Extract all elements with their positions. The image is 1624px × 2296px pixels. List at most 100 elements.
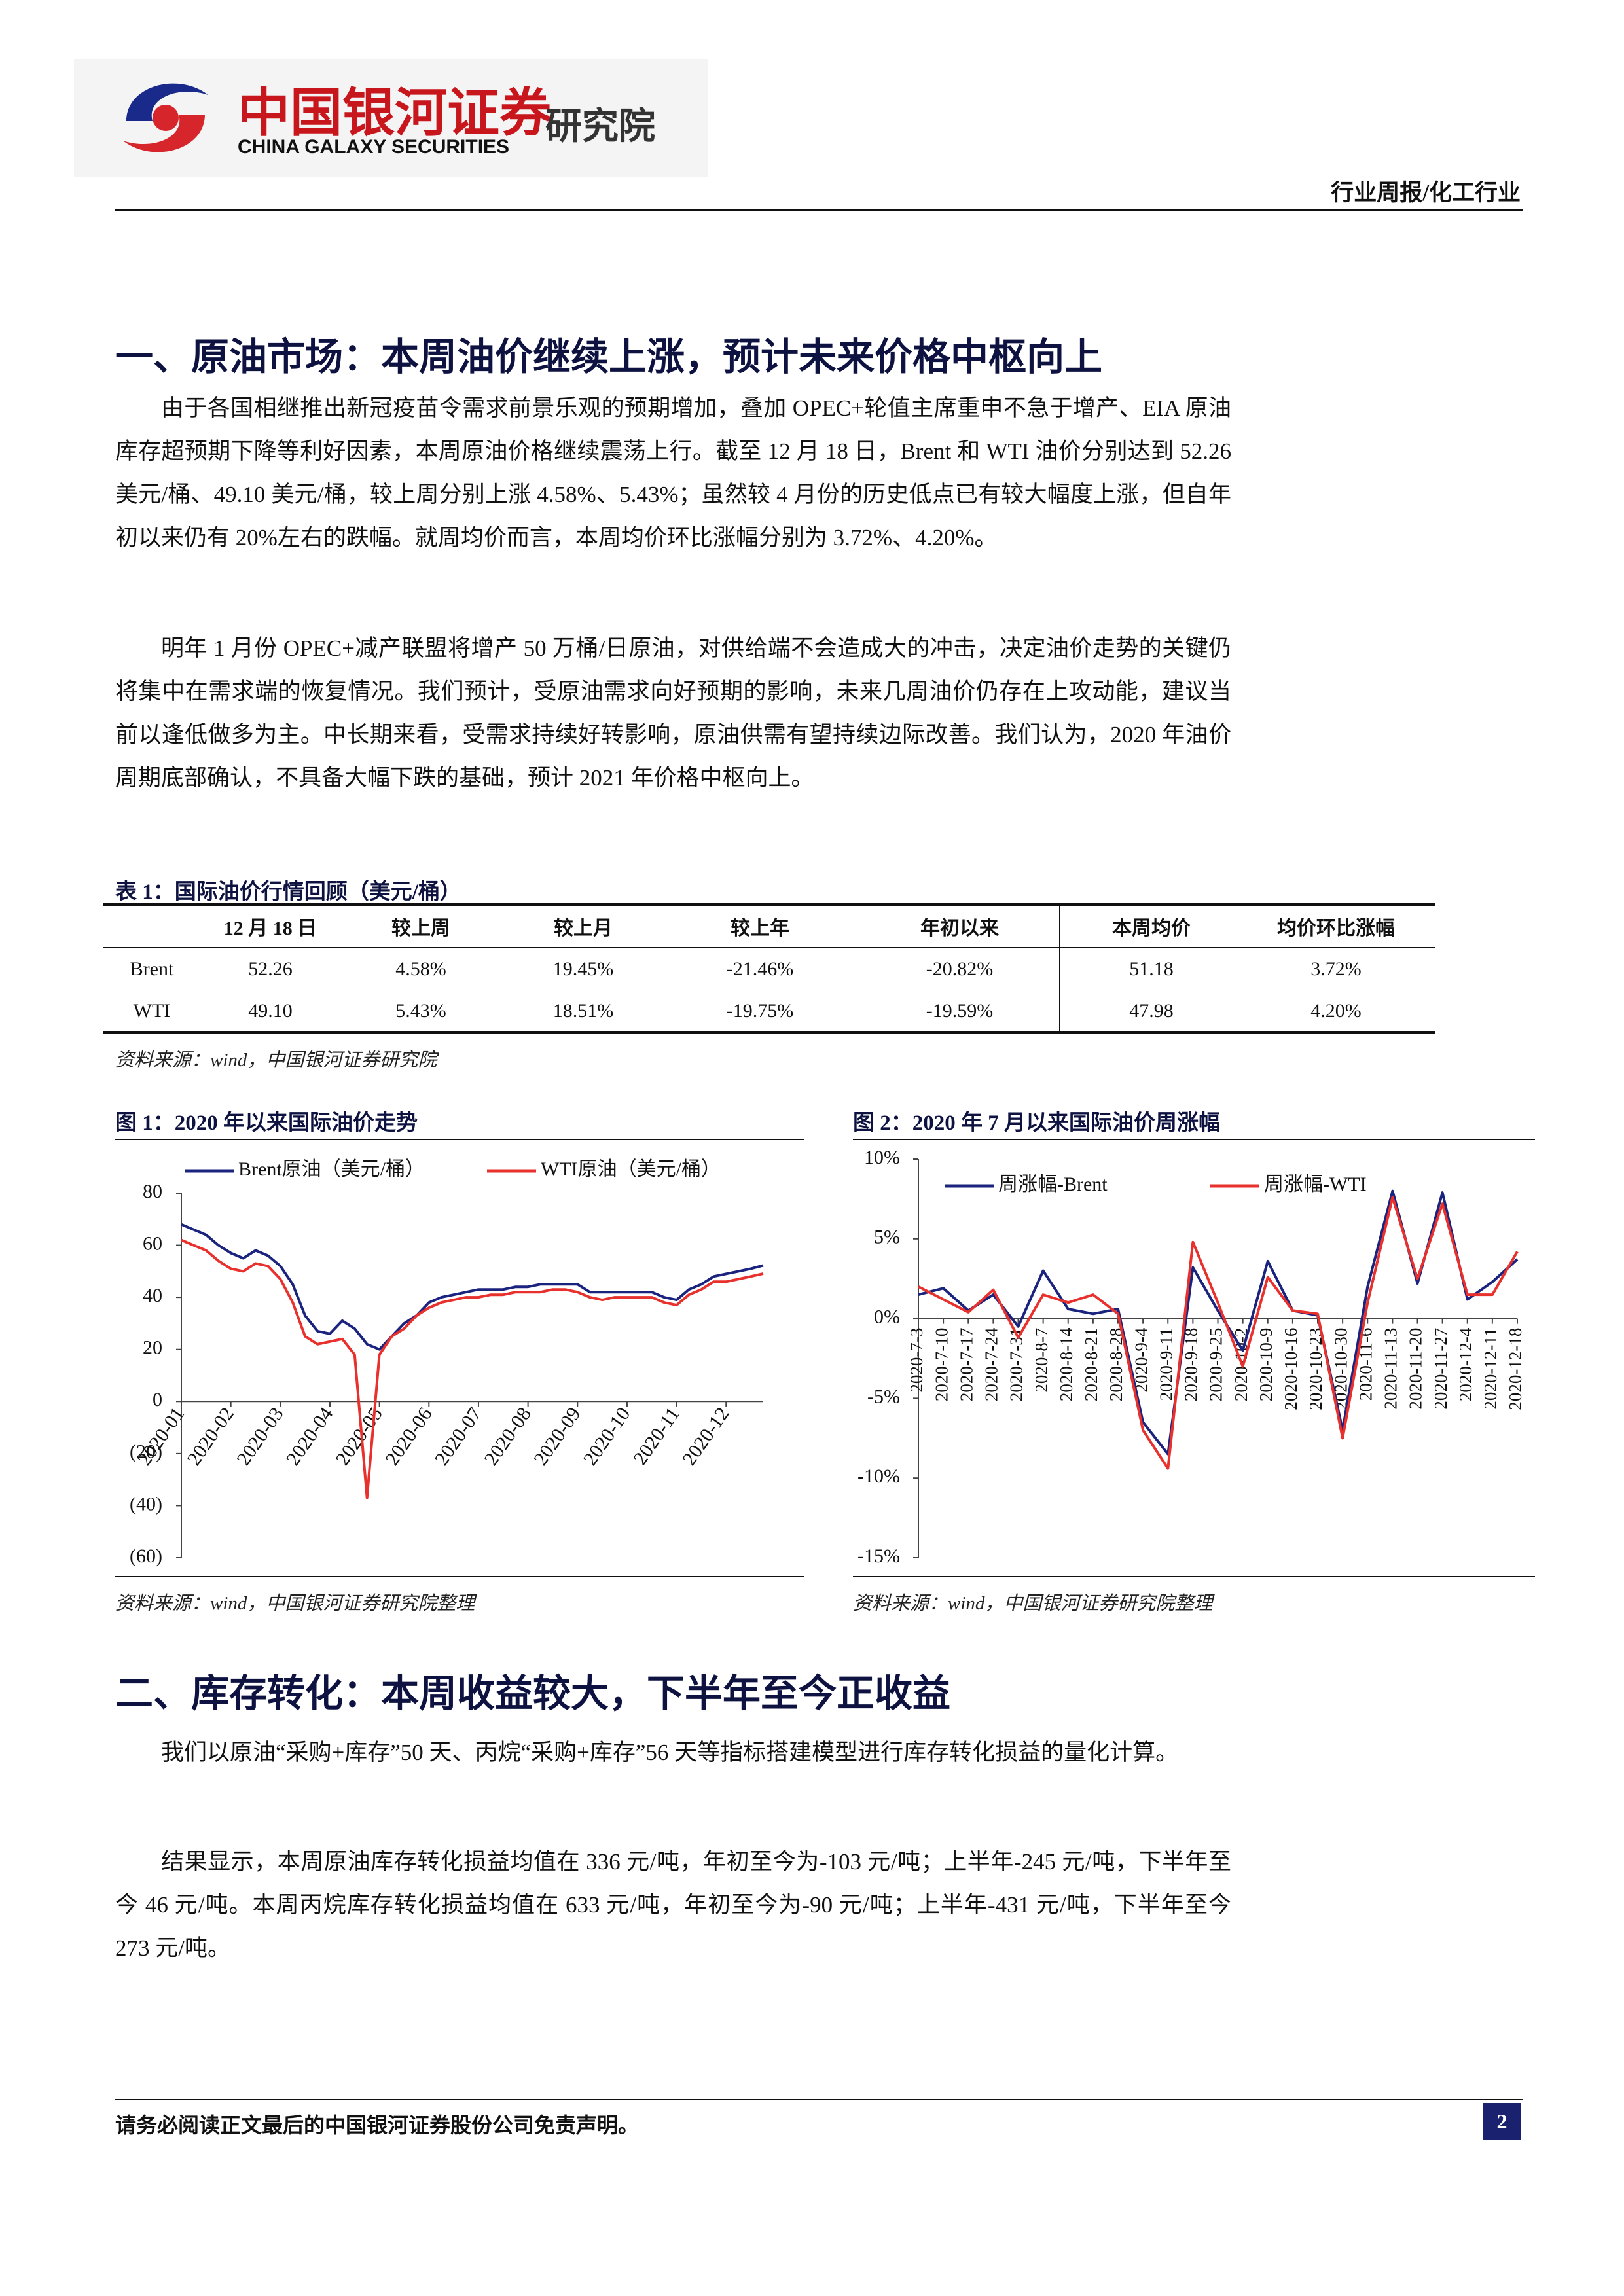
table-divider <box>1059 905 1060 1033</box>
table-source: 资料来源：wind，中国银河证券研究院 <box>115 1050 437 1071</box>
paragraph: 由于各国相继推出新冠疫苗令需求前景乐观的预期增加，叠加 OPEC+轮值主席重申不… <box>115 395 1231 550</box>
figure-source: 资料来源：wind，中国银河证券研究院整理 <box>115 1593 475 1614</box>
table-header: 较上周 <box>391 918 450 939</box>
x-tick-label: 2020-7-3 <box>907 1328 926 1393</box>
paragraph: 明年 1 月份 OPEC+减产联盟将增产 50 万桶/日原油，对供给端不会造成大… <box>115 636 1231 791</box>
line-series <box>181 1223 764 1351</box>
table-cell: 47.98 <box>1129 1000 1174 1022</box>
figure-rule <box>853 1576 1535 1577</box>
table-cell: -20.82% <box>926 958 994 980</box>
x-tick-label: 2020-8-21 <box>1081 1328 1101 1401</box>
table-cell: 49.10 <box>248 1000 293 1022</box>
x-tick-label: 2020-9-25 <box>1206 1328 1226 1401</box>
logo-suffix: 研究院 <box>545 105 655 148</box>
y-tick-label: (40) <box>130 1493 162 1515</box>
y-tick-label: -5% <box>867 1386 900 1407</box>
x-tick-label: 2020-7-31 <box>1007 1328 1026 1401</box>
legend-label: 周涨幅-WTI <box>1264 1174 1367 1195</box>
x-tick-label: 2020-04 <box>282 1403 337 1469</box>
x-tick-label: 2020-10-9 <box>1256 1328 1276 1401</box>
x-tick-label: 2020-11-20 <box>1406 1328 1426 1410</box>
x-tick-label: 2020-7-24 <box>982 1327 1001 1401</box>
table-cell: 3.72% <box>1310 958 1362 980</box>
header-rule <box>115 209 1523 211</box>
table-cell: 51.18 <box>1129 958 1174 980</box>
x-tick-label: 2020-12-11 <box>1481 1328 1500 1410</box>
logo-box: 中国银河证券 CHINA GALAXY SECURITIES 研究院 <box>74 59 708 177</box>
x-tick-label: 2020-06 <box>381 1403 436 1469</box>
x-tick-label: 2020-12-4 <box>1456 1327 1475 1401</box>
paragraph: 结果显示，本周原油库存转化损益均值在 336 元/吨，年初至今为-103 元/吨… <box>115 1849 1231 1961</box>
x-tick-label: 2020-02 <box>183 1403 238 1469</box>
table-cell: 52.26 <box>248 958 293 980</box>
table-header: 12 月 18 日 <box>223 918 317 939</box>
footer-rule <box>115 2099 1523 2100</box>
legend-label: 周涨幅-Brent <box>998 1174 1108 1195</box>
disclaimer: 请务必阅读正文最后的中国银河证券股份公司免责声明。 <box>115 2113 640 2137</box>
logo-icon <box>123 83 208 152</box>
report-category: 行业周报/化工行业 <box>1331 180 1521 206</box>
section-title: 一、原油市场：本周油价继续上涨，预计未来价格中枢向上 <box>115 336 1103 378</box>
section-title: 二、库存转化：本周收益较大，下半年至今正收益 <box>115 1672 951 1715</box>
y-tick-label: 0% <box>874 1306 900 1327</box>
page-number: 2 <box>1483 2103 1521 2140</box>
x-tick-label: 2020-11-27 <box>1431 1328 1451 1410</box>
y-tick-label: 60 <box>143 1232 162 1254</box>
y-tick-label: 80 <box>143 1181 162 1202</box>
legend-label: WTI原油（美元/桶） <box>541 1158 721 1180</box>
legend-label: Brent原油（美元/桶） <box>238 1158 425 1180</box>
x-tick-label: 2020-8-7 <box>1032 1328 1051 1393</box>
x-tick-label: 2020-12 <box>678 1403 733 1469</box>
table-cell: -19.75% <box>726 1000 794 1022</box>
table-cell: 4.20% <box>1310 1000 1362 1022</box>
figure-source: 资料来源：wind，中国银河证券研究院整理 <box>853 1593 1213 1614</box>
x-tick-label: 2020-10-16 <box>1281 1328 1301 1410</box>
line-series <box>181 1238 764 1499</box>
table-header: 较上月 <box>554 918 613 939</box>
line-series <box>918 1196 1519 1470</box>
y-tick-label: -15% <box>857 1545 900 1567</box>
x-tick-label: 2020-10 <box>579 1403 634 1469</box>
figure-rule <box>853 1139 1535 1140</box>
table-cell: -21.46% <box>726 958 794 980</box>
table-header: 年初以来 <box>920 918 999 939</box>
figure-rule <box>115 1576 804 1577</box>
figure-caption: 图 1：2020 年以来国际油价走势 <box>115 1111 418 1135</box>
logo-en: CHINA GALAXY SECURITIES <box>238 136 510 158</box>
y-tick-label: 10% <box>864 1147 900 1168</box>
y-tick-label: (60) <box>130 1545 162 1567</box>
x-tick-label: 2020-09 <box>530 1403 585 1469</box>
x-tick-label: 2020-07 <box>431 1403 486 1469</box>
x-tick-label: 2020-11-13 <box>1381 1328 1401 1410</box>
line-series <box>918 1189 1519 1456</box>
y-tick-label: 0 <box>153 1389 162 1410</box>
table-cell: 19.45% <box>552 958 614 980</box>
figure-caption: 图 2：2020 年 7 月以来国际油价周涨幅 <box>853 1111 1220 1135</box>
table-header: 本周均价 <box>1112 918 1191 939</box>
table-cell: 18.51% <box>552 1000 614 1022</box>
y-tick-label: 5% <box>874 1227 900 1248</box>
table-caption: 表 1：国际油价行情回顾（美元/桶） <box>115 880 461 904</box>
x-tick-label: 2020-11 <box>629 1403 684 1469</box>
x-tick-label: 2020-8-14 <box>1056 1327 1076 1401</box>
table-cell: WTI <box>133 1000 171 1022</box>
x-tick-label: 2020-12-18 <box>1506 1328 1525 1410</box>
table-cell: 5.43% <box>395 1000 446 1022</box>
table-header: 均价环比涨幅 <box>1277 918 1395 939</box>
y-tick-label: 20 <box>143 1337 162 1359</box>
y-tick-label: (20) <box>130 1441 162 1463</box>
table-cell: 4.58% <box>395 958 446 980</box>
table-rule <box>103 947 1435 948</box>
x-tick-label: 2020-7-17 <box>956 1328 976 1401</box>
paragraph: 我们以原油“采购+库存”50 天、丙烷“采购+库存”56 天等指标搭建模型进行库… <box>161 1740 1179 1765</box>
x-tick-label: 2020-7-10 <box>931 1328 951 1401</box>
logo-cn: 中国银河证券 <box>238 82 552 143</box>
table-cell: Brent <box>130 958 174 980</box>
table-header: 较上年 <box>731 918 789 939</box>
table-cell: -19.59% <box>926 1000 994 1022</box>
x-tick-label: 2020-03 <box>232 1403 287 1469</box>
table-rule <box>103 1031 1435 1034</box>
chart: 806040200(20)(40)(60)2020-012020-022020-… <box>130 1158 764 1567</box>
x-tick-label: 2020-9-11 <box>1156 1328 1176 1401</box>
